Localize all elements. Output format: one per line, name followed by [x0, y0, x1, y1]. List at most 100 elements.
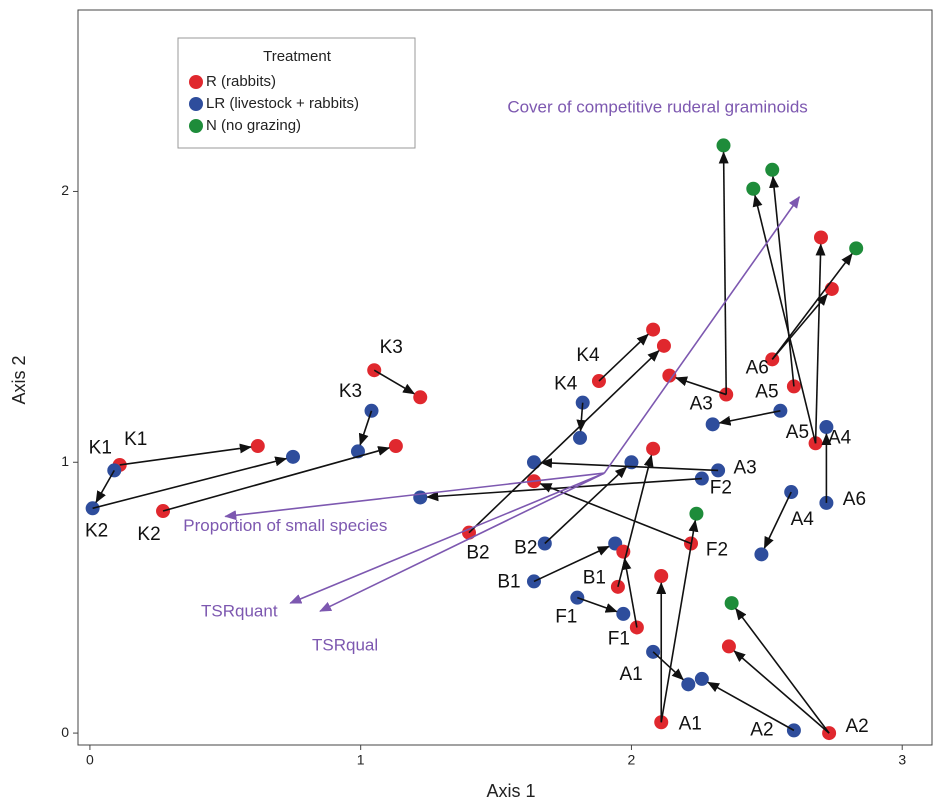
trajectory-arrow [468, 349, 660, 534]
point-label: K1 [124, 429, 147, 450]
legend-title: Treatment [263, 48, 332, 65]
point-label: B2 [466, 543, 489, 564]
point [694, 671, 709, 686]
trajectory-arrow [660, 519, 699, 723]
point-label: B1 [497, 571, 520, 592]
y-tick-label: 2 [61, 182, 69, 198]
point [662, 368, 677, 383]
point-label: A6 [746, 357, 769, 378]
point [721, 639, 736, 654]
point [656, 338, 671, 353]
point [413, 490, 428, 505]
x-tick-label: 2 [628, 752, 636, 768]
point [705, 417, 720, 432]
legend-label: R (rabbits) [206, 73, 276, 90]
trajectory-arrow [652, 651, 684, 681]
point [388, 439, 403, 454]
trajectory-arrow [577, 596, 618, 613]
point [646, 441, 661, 456]
trajectory-arrow [771, 253, 853, 360]
point-label: K4 [576, 345, 600, 366]
legend: Treatment [177, 37, 416, 149]
x-tick-label: 3 [898, 752, 906, 768]
trajectory-arrow [95, 469, 115, 504]
vector-arrow [224, 472, 605, 521]
trajectory-arrow [814, 243, 826, 444]
trajectory-arrow [621, 557, 638, 628]
point [573, 430, 588, 445]
point-label: F1 [608, 628, 630, 649]
point-label: K2 [137, 524, 160, 545]
point-label: A4 [791, 509, 815, 530]
point-label: B1 [583, 568, 606, 589]
point-label: A5 [786, 422, 809, 443]
trajectory-arrow [718, 151, 729, 395]
trajectory-arrow [162, 446, 391, 512]
trajectory-arrow [119, 443, 252, 466]
point [526, 455, 541, 470]
point [746, 181, 761, 196]
point [156, 504, 171, 519]
point-label: A1 [619, 664, 642, 685]
point [616, 606, 631, 621]
point [765, 162, 780, 177]
point [654, 569, 669, 584]
legend-marker [189, 75, 203, 89]
trajectory-arrow [544, 466, 628, 545]
point [819, 420, 834, 435]
x-tick-label: 1 [357, 752, 365, 768]
point [616, 544, 631, 559]
vector-arrow [603, 196, 800, 474]
legend-marker [189, 119, 203, 133]
vector-arrow [289, 472, 605, 604]
trajectory-arrow [735, 607, 830, 734]
point-label: F1 [555, 607, 577, 628]
trajectory-arrow [539, 483, 692, 545]
legend-label: LR (livestock + rabbits) [206, 95, 359, 112]
vector-arrow [319, 472, 605, 612]
point-label: A1 [679, 713, 702, 734]
point [716, 138, 731, 153]
vector-label: TSRquant [201, 602, 278, 621]
trajectory-arrow [426, 477, 702, 502]
vector-label: TSRqual [312, 636, 378, 655]
point-label: B2 [514, 538, 537, 559]
point-label: A2 [845, 716, 868, 737]
trajectory-arrow [763, 491, 792, 549]
legend-box [177, 37, 416, 149]
point [413, 390, 428, 405]
trajectory-arrow [358, 410, 373, 446]
trajectory-arrow [752, 194, 817, 444]
point-label: A2 [750, 719, 773, 740]
plot-frame [77, 9, 933, 746]
point [250, 439, 265, 454]
vector-label: Cover of competitive ruderal graminoids [507, 97, 807, 116]
point-label: K3 [380, 337, 403, 358]
y-tick-label: 1 [61, 453, 69, 469]
point [813, 230, 828, 245]
point-label: A4 [828, 427, 852, 448]
y-axis-title: Axis 2 [9, 355, 29, 404]
trajectory-arrow [92, 456, 288, 510]
y-tick-label: 0 [61, 724, 69, 740]
trajectory-arrow [533, 545, 610, 583]
point [646, 322, 661, 337]
point-label: K2 [85, 520, 108, 541]
trajectory-arrow [617, 454, 654, 588]
trajectory-arrow [539, 458, 719, 472]
point-label: F2 [706, 540, 728, 561]
point-label: K4 [554, 374, 578, 395]
point [754, 547, 769, 562]
trajectory-arrow [733, 650, 830, 734]
trajectory-arrow [769, 175, 795, 387]
legend-marker [189, 97, 203, 111]
x-tick-label: 0 [86, 752, 94, 768]
vector-label: Proportion of small species [183, 516, 387, 535]
trajectory-arrow [598, 333, 649, 382]
trajectory-arrow [718, 410, 781, 426]
point-label: A5 [755, 381, 778, 402]
point [849, 241, 864, 256]
trajectory-arrow [373, 369, 416, 395]
point-label: K3 [339, 381, 362, 402]
